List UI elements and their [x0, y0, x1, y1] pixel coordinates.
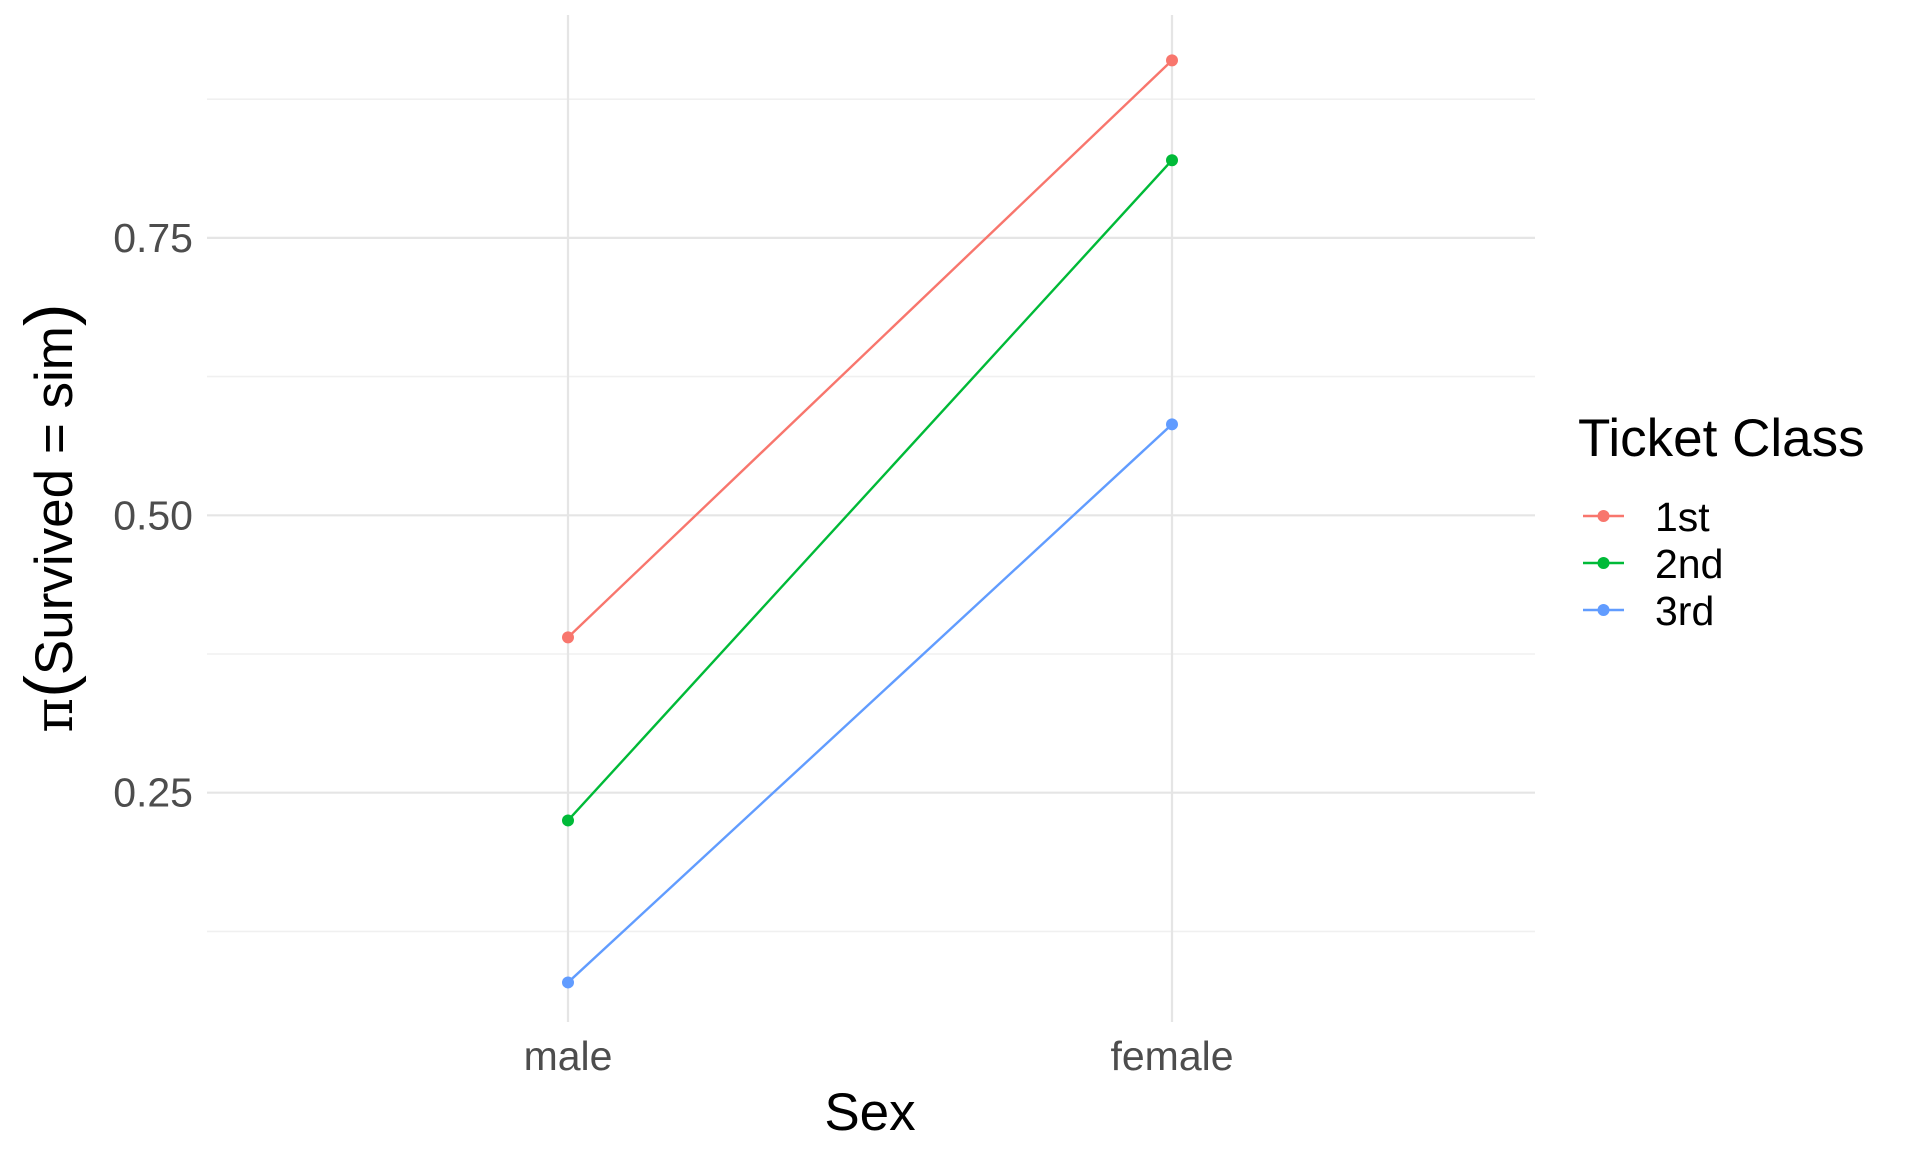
series-layer [562, 54, 1178, 989]
legend-key-point [1597, 557, 1610, 569]
series-1st [562, 54, 1178, 644]
x-axis-ticks: male female [524, 1033, 1234, 1079]
legend-key-point [1597, 604, 1610, 616]
series-line [567, 59, 1173, 639]
data-point [562, 976, 574, 989]
y-axis-title: π(Survived = sim) [11, 303, 87, 732]
y-axis-title-close-paren: ) [11, 303, 87, 326]
legend-title: Ticket Class [1578, 409, 1865, 468]
x-axis-title: Sex [824, 1083, 915, 1142]
y-axis-title-text: Survived = sim [25, 326, 84, 675]
y-axis-ticks: 0.25 0.50 0.75 [113, 215, 193, 816]
data-point [1166, 418, 1178, 431]
legend-item-3rd: 3rd [1583, 588, 1714, 634]
y-axis-title-symbol: π [24, 698, 85, 733]
data-point [562, 631, 574, 644]
data-point [562, 814, 574, 827]
legend-item-2nd: 2nd [1583, 541, 1723, 587]
x-tick-label: female [1110, 1033, 1233, 1079]
legend-label: 3rd [1655, 588, 1714, 634]
series-3rd [562, 418, 1178, 989]
legend-label: 2nd [1655, 541, 1723, 587]
data-point [1166, 54, 1178, 67]
series-2nd [562, 154, 1178, 827]
svg-text:π(Survived = sim): π(Survived = sim) [11, 303, 87, 732]
grid-lines [207, 15, 1535, 1022]
legend-label: 1st [1655, 494, 1710, 540]
series-line [567, 423, 1173, 984]
y-tick-label: 0.75 [113, 215, 193, 261]
legend-key-point [1597, 510, 1610, 522]
y-tick-label: 0.25 [113, 770, 193, 816]
x-tick-label: male [524, 1033, 613, 1079]
series-line [567, 159, 1173, 822]
y-tick-label: 0.50 [113, 492, 193, 538]
data-point [1166, 154, 1178, 167]
legend-item-1st: 1st [1583, 494, 1710, 540]
y-axis-title-open-paren: ( [11, 675, 87, 698]
